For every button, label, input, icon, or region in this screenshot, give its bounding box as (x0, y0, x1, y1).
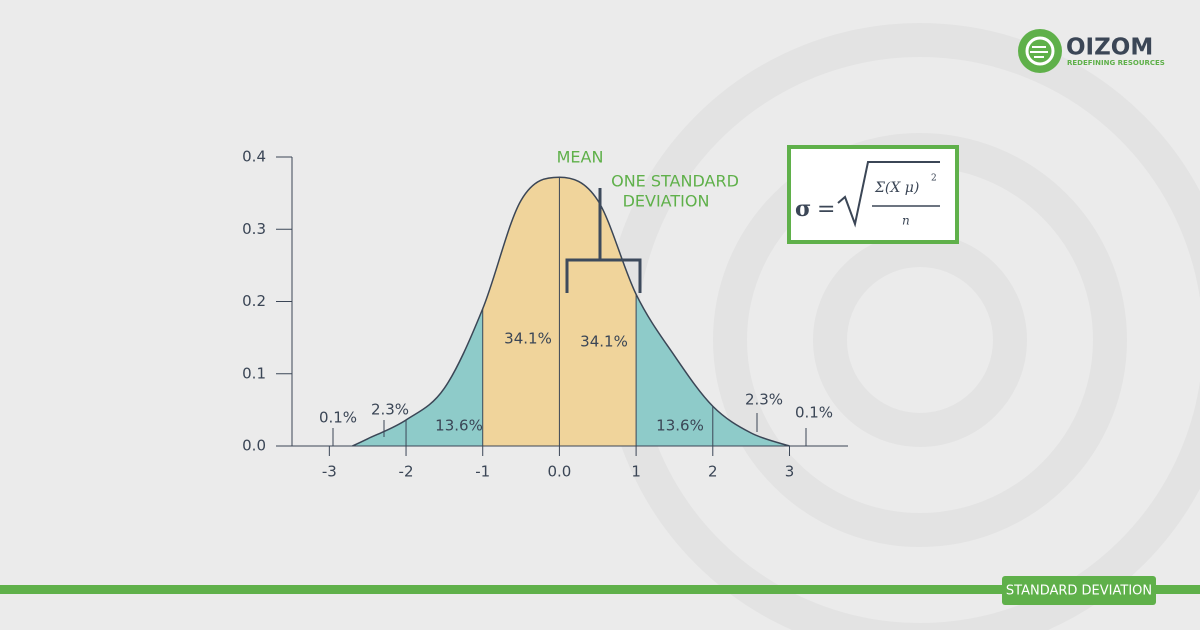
y-tick-label: 0.3 (242, 220, 266, 238)
x-tick-label: 2 (708, 463, 718, 481)
region-label: 34.1% (504, 330, 552, 348)
formula-equals: = (817, 197, 835, 222)
formula-exponent: 2 (931, 174, 937, 184)
region-label: 13.6% (656, 417, 704, 435)
sqrt-sign (837, 161, 940, 228)
region-label: 34.1% (580, 333, 628, 351)
region-label: 0.1% (795, 404, 833, 422)
formula-numerator: Σ(X μ) (874, 180, 919, 196)
formula: σ = Σ(X μ) 2 n (787, 145, 959, 244)
footer-bar (0, 585, 1200, 594)
footer-tag: STANDARD DEVIATION (1006, 584, 1152, 599)
region-label: 2.3% (745, 391, 783, 409)
curve (352, 176, 790, 447)
x-tick-label: -2 (399, 463, 414, 481)
x-tick-label: 3 (785, 463, 795, 481)
y-tick-label: 0.0 (242, 437, 266, 455)
logo-name: OIZOM (1066, 35, 1153, 61)
logo: OIZOM REDEFINING RESOURCES (1018, 29, 1165, 73)
region-label: 0.1% (319, 409, 357, 427)
y-tick-label: 0.4 (242, 148, 266, 166)
x-tick-label: 1 (631, 463, 641, 481)
x-tick-label: 0.0 (547, 463, 571, 481)
footer-tag-box (1002, 576, 1156, 605)
y-tick-label: 0.1 (242, 364, 266, 382)
sd-bracket (565, 188, 642, 293)
sd-label: DEVIATION (623, 192, 710, 211)
logo-icon (1030, 46, 1048, 58)
logo-tagline: REDEFINING RESOURCES (1067, 59, 1165, 67)
sd-label: ONE STANDARD (611, 172, 739, 191)
region-label: 13.6% (435, 417, 483, 435)
formula-denominator: n (902, 214, 910, 228)
mean-label: MEAN (557, 148, 604, 167)
formula-lhs: σ (795, 196, 811, 222)
y-tick-label: 0.2 (242, 292, 266, 310)
x-tick-label: -3 (322, 463, 337, 481)
region-label: 2.3% (371, 401, 409, 419)
logo-icon (1025, 36, 1055, 66)
x-tick-label: -1 (475, 463, 490, 481)
